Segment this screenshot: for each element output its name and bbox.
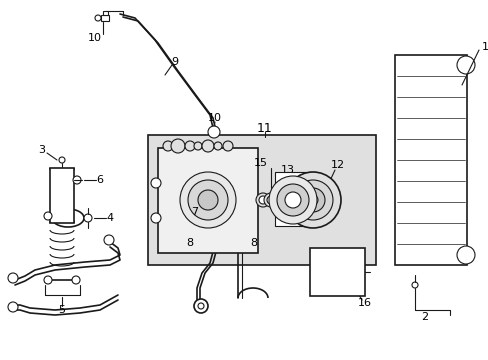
Text: 14: 14 [273, 200, 287, 210]
Text: 8: 8 [186, 238, 193, 248]
Circle shape [214, 142, 222, 150]
Circle shape [259, 196, 266, 204]
Text: 9: 9 [171, 57, 178, 67]
Text: 8: 8 [250, 238, 257, 248]
Circle shape [8, 302, 18, 312]
Bar [158, 148, 258, 253]
Circle shape [229, 210, 245, 226]
Circle shape [285, 192, 301, 208]
Circle shape [285, 172, 340, 228]
Circle shape [59, 157, 65, 163]
Bar [394, 55, 466, 265]
Circle shape [264, 193, 278, 207]
Circle shape [213, 214, 221, 222]
Circle shape [456, 56, 474, 74]
Circle shape [276, 184, 308, 216]
Circle shape [234, 214, 242, 222]
Circle shape [274, 196, 283, 204]
Text: 13: 13 [281, 165, 294, 175]
Circle shape [73, 176, 81, 184]
Bar [309, 248, 364, 296]
Text: 16: 16 [357, 298, 371, 308]
Circle shape [194, 299, 207, 313]
Circle shape [307, 195, 317, 205]
Circle shape [84, 214, 92, 222]
Text: 15: 15 [253, 158, 267, 168]
Circle shape [411, 282, 417, 288]
Circle shape [301, 188, 325, 212]
Text: 3: 3 [39, 145, 45, 155]
Circle shape [95, 15, 101, 21]
Circle shape [104, 235, 114, 245]
Circle shape [202, 140, 214, 152]
Bar [50, 168, 74, 223]
Text: 2: 2 [421, 312, 427, 322]
Circle shape [207, 126, 220, 138]
Circle shape [151, 213, 161, 223]
Circle shape [180, 172, 236, 228]
Bar [103, 11, 108, 15]
Text: 6: 6 [96, 175, 103, 185]
Circle shape [317, 268, 325, 276]
Circle shape [44, 276, 52, 284]
Circle shape [266, 196, 274, 204]
Circle shape [44, 212, 52, 220]
Circle shape [72, 276, 80, 284]
Circle shape [198, 190, 218, 210]
Circle shape [171, 139, 184, 153]
Circle shape [184, 141, 195, 151]
Bar [148, 135, 375, 265]
Circle shape [313, 264, 329, 280]
Text: 11: 11 [257, 122, 272, 135]
Circle shape [256, 193, 269, 207]
Text: 7: 7 [191, 207, 198, 217]
Circle shape [198, 303, 203, 309]
Circle shape [268, 176, 316, 224]
Circle shape [187, 180, 227, 220]
Circle shape [456, 246, 474, 264]
Circle shape [163, 141, 173, 151]
Bar [101, 15, 109, 21]
Circle shape [223, 141, 232, 151]
Circle shape [8, 273, 18, 283]
Text: 12: 12 [330, 160, 345, 170]
Circle shape [343, 268, 351, 276]
Circle shape [292, 180, 332, 220]
Circle shape [339, 264, 355, 280]
Bar [274, 172, 314, 226]
Text: 5: 5 [59, 305, 65, 315]
Text: 1: 1 [481, 42, 488, 52]
Circle shape [151, 178, 161, 188]
Text: 4: 4 [106, 213, 113, 223]
Circle shape [194, 142, 202, 150]
Text: 10: 10 [207, 113, 222, 123]
Circle shape [271, 193, 285, 207]
Text: 10: 10 [88, 33, 102, 43]
